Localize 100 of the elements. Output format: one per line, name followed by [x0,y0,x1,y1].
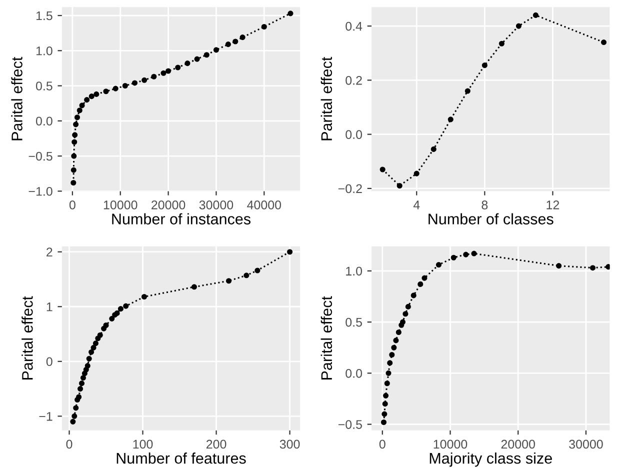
point [532,12,538,18]
y-tick-label: 0.5 [36,82,52,90]
point [287,249,293,255]
point [70,180,76,186]
x-tick-label: 20000 [152,200,186,210]
point [70,418,76,424]
point [76,108,82,114]
x-tick-label: 4 [413,200,420,210]
point [84,363,90,369]
x-tick-label: 30000 [199,200,234,210]
point [448,116,454,122]
point [97,332,103,338]
point [380,419,387,426]
point [383,392,389,398]
y-tick-label: −1.0 [28,186,52,196]
point [80,375,86,381]
y-tick-label: 1.0 [346,266,362,276]
point [184,60,190,66]
point [414,170,420,176]
point [606,264,610,270]
point [402,311,408,317]
point [405,304,411,310]
point [71,153,77,159]
y-tick-label: −0.5 [338,420,362,429]
x-tick-label: 8 [482,200,488,210]
point [225,42,231,48]
point [498,40,504,46]
y-axis-title: Parital effect [22,296,33,380]
y-tick-label: 0 [46,357,52,366]
x-tick-label: 200 [206,440,226,449]
x-axis-title: Number of classes [428,213,554,224]
point [141,294,148,300]
y-tick-label: −0.2 [338,184,362,194]
point [103,322,109,328]
point [463,252,469,258]
x-axis-title: Majority class size [430,452,552,467]
point [90,344,96,350]
point [382,401,388,407]
x-tick-label: 20000 [501,440,535,449]
point [109,316,115,322]
x-tick-label: 10000 [104,200,138,210]
point [103,88,109,94]
point [151,74,157,80]
point [74,114,80,120]
point [261,24,267,30]
point [122,83,128,89]
x-tick-label: 0 [69,200,76,210]
y-tick-label: 0.4 [346,22,362,31]
x-tick-label: 10000 [434,440,468,449]
point [112,86,118,92]
point [482,62,488,68]
point [400,319,406,325]
point [175,64,181,70]
point [73,405,79,411]
x-tick-label: 100 [133,440,153,449]
point [142,77,148,83]
point [516,23,522,29]
point [88,349,94,355]
point [88,94,94,100]
point [118,306,124,312]
x-axis-title: Number of instances [112,213,250,224]
point [72,139,78,145]
point [600,40,607,46]
point [86,356,92,362]
x-tick-label: 40000 [247,200,282,210]
y-axis-title: Parital effect [320,296,332,380]
point [396,329,402,336]
point [232,38,238,44]
point [73,122,79,128]
point [94,91,100,97]
point [288,10,294,16]
point [79,102,85,108]
point [226,278,232,284]
y-tick-label: 0.5 [346,318,362,327]
y-axis-title: Parital effect [320,56,332,140]
point [132,80,138,86]
point [387,360,393,366]
point [92,340,98,346]
point [244,272,250,278]
point [70,167,76,173]
point [83,366,89,372]
point [84,97,90,103]
point [450,254,456,260]
point [72,413,78,419]
point [464,88,470,94]
point [384,380,390,386]
point [380,166,386,172]
point [382,411,388,417]
point [191,284,197,290]
point [556,263,562,269]
x-tick-label: 0 [66,440,72,449]
y-tick-label: 0.0 [346,368,362,378]
point [471,250,477,256]
y-tick-label: 1.5 [36,11,52,20]
y-tick-label: −1 [39,412,52,421]
x-tick-label: 30000 [569,440,603,449]
point [386,370,392,376]
point [240,34,246,40]
x-tick-label: 12 [546,200,560,210]
point [393,338,399,344]
